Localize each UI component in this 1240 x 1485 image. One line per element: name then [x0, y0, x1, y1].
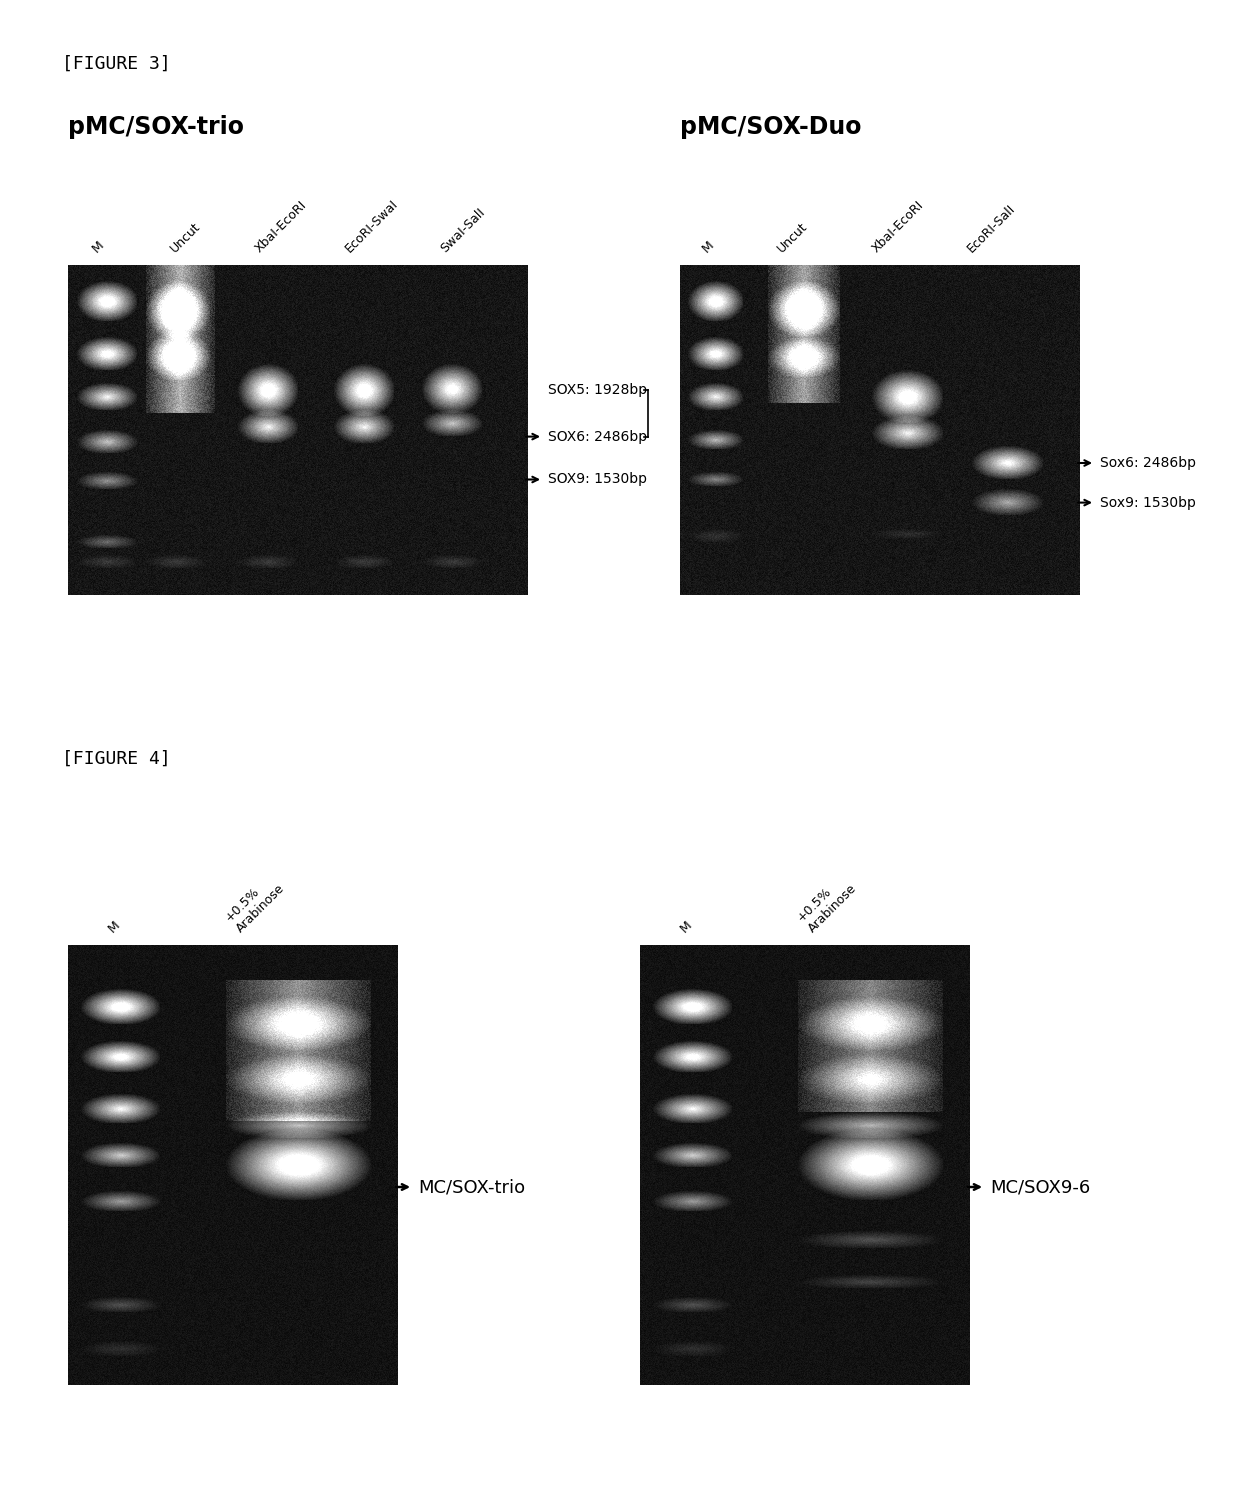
- Text: SOX5: 1928bp: SOX5: 1928bp: [548, 383, 647, 398]
- Text: Sox9: 1530bp: Sox9: 1530bp: [1100, 496, 1195, 509]
- Text: MC/SOX9-6: MC/SOX9-6: [990, 1178, 1090, 1195]
- Text: M: M: [701, 238, 717, 255]
- Text: +0.5%
Arabinose: +0.5% Arabinose: [223, 872, 286, 936]
- Text: [FIGURE 4]: [FIGURE 4]: [62, 750, 171, 768]
- Text: Sox6: 2486bp: Sox6: 2486bp: [1100, 456, 1197, 469]
- Text: [FIGURE 3]: [FIGURE 3]: [62, 55, 171, 73]
- Text: +0.5%
Arabinose: +0.5% Arabinose: [795, 872, 859, 936]
- Text: M: M: [105, 918, 123, 936]
- Text: MC/SOX-trio: MC/SOX-trio: [418, 1178, 525, 1195]
- Text: XbaI-EcoRI: XbaI-EcoRI: [870, 199, 926, 255]
- Text: XbaI-EcoRI: XbaI-EcoRI: [253, 199, 310, 255]
- Text: Uncut: Uncut: [775, 220, 810, 255]
- Text: SOX6: 2486bp: SOX6: 2486bp: [548, 429, 647, 444]
- Text: pMC/SOX-trio: pMC/SOX-trio: [68, 114, 244, 140]
- Text: SOX9: 1530bp: SOX9: 1530bp: [548, 472, 647, 487]
- Text: M: M: [678, 918, 694, 936]
- Text: pMC/SOX-Duo: pMC/SOX-Duo: [680, 114, 862, 140]
- Text: EcoRI-SwaI: EcoRI-SwaI: [343, 198, 401, 255]
- Text: Uncut: Uncut: [167, 220, 203, 255]
- Text: SwaI-SalI: SwaI-SalI: [438, 205, 487, 255]
- Text: EcoRI-SalI: EcoRI-SalI: [965, 202, 1018, 255]
- Text: M: M: [91, 238, 107, 255]
